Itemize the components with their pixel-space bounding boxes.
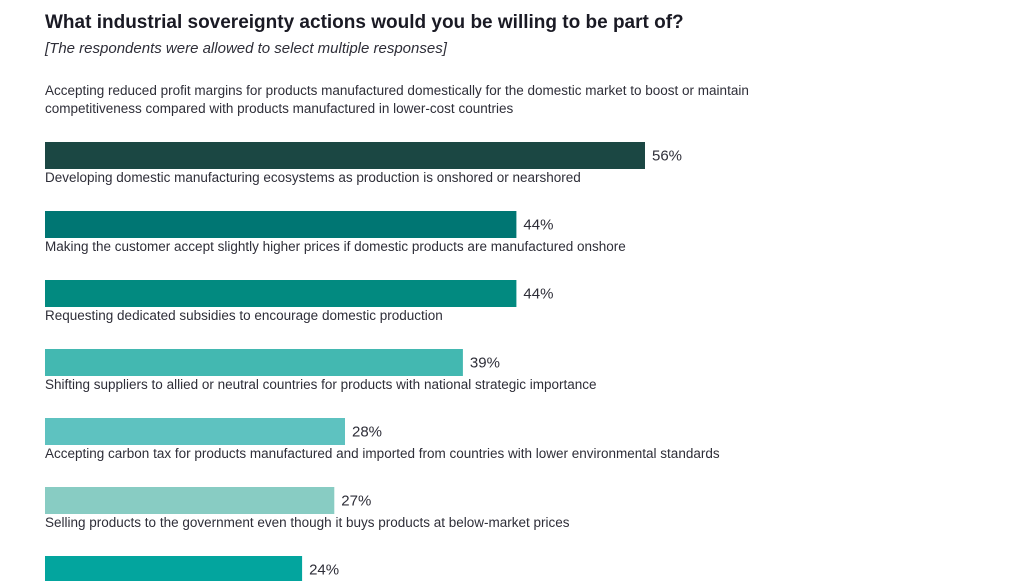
value-label: 28%	[352, 424, 382, 441]
category-label: Developing domestic manufacturing ecosys…	[45, 170, 581, 185]
category-label: Accepting carbon tax for products manufa…	[45, 446, 720, 461]
bar	[45, 418, 345, 445]
bar	[45, 487, 335, 514]
bar	[45, 142, 645, 169]
value-label: 44%	[523, 217, 553, 234]
category-label: competitiveness compared with products m…	[45, 101, 513, 116]
value-label: 44%	[523, 286, 553, 303]
value-label: 24%	[309, 562, 339, 579]
chart-subtitle: [The respondents were allowed to select …	[45, 40, 447, 57]
chart-title: What industrial sovereignty actions woul…	[45, 12, 684, 33]
bar	[45, 280, 517, 307]
value-label: 39%	[470, 355, 500, 372]
category-label: Shifting suppliers to allied or neutral …	[45, 377, 597, 392]
bar	[45, 211, 517, 238]
category-label: Making the customer accept slightly high…	[45, 239, 626, 254]
value-label: 56%	[652, 148, 682, 165]
bar	[45, 349, 463, 376]
category-label: Requesting dedicated subsidies to encour…	[45, 308, 443, 323]
bar	[45, 556, 303, 581]
category-label: Selling products to the government even …	[45, 515, 570, 530]
value-label: 27%	[341, 493, 371, 510]
category-label: Accepting reduced profit margins for pro…	[45, 83, 749, 98]
